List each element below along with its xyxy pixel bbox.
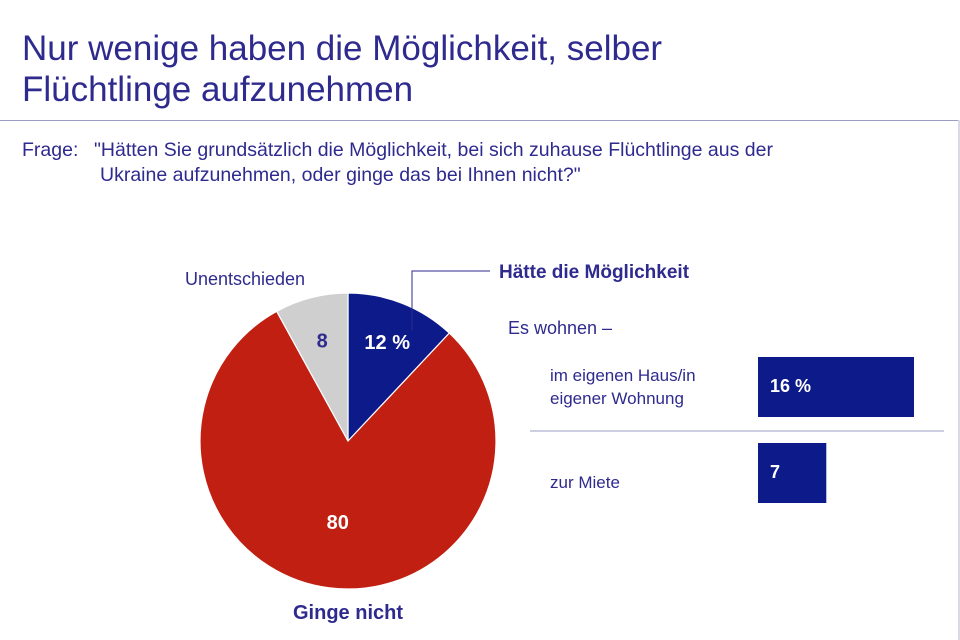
title-divider [0, 120, 958, 121]
bar-value-label-0: 16 % [770, 376, 811, 396]
bar-1 [758, 443, 827, 503]
pie-value-label-ginge-nicht: 80 [327, 512, 349, 534]
bar-category-label-1-0: zur Miete [550, 473, 620, 492]
bar-category-label-0-0: im eigenen Haus/in [550, 366, 696, 385]
pie-slice-h-tte-die-m-glichkeit [347, 292, 451, 443]
pie-leader-line-blue [411, 270, 490, 331]
pie-label-haette: Hätte die Möglichkeit [499, 262, 690, 283]
pie-value-label-h-tte-die-m-glichkeit: 12 % [364, 332, 410, 354]
pie-slice-ginge-nicht [199, 310, 497, 590]
pie-label-unentschieden: Unentschieden [185, 269, 305, 289]
bar-category-label-0-1: eigener Wohnung [550, 389, 684, 408]
pie-value-label-unentschieden: 8 [317, 331, 328, 353]
frame-edge [958, 120, 960, 640]
question-line-1: "Hätten Sie grundsätzlich die Möglichkei… [94, 139, 773, 161]
title-line-1: Nur wenige haben die Möglichkeit, selber [22, 29, 663, 68]
title-line-2: Flüchtlinge aufzunehmen [22, 70, 414, 109]
bar-chart-title: Es wohnen – [508, 318, 612, 338]
bar-0 [758, 357, 914, 417]
question-prefix: Frage: [22, 139, 79, 161]
question-line-2: Ukraine aufzunehmen, oder ginge das bei … [100, 164, 581, 186]
pie-label-ginge-nicht: Ginge nicht [293, 602, 403, 624]
bar-value-label-1: 7 [770, 462, 780, 482]
pie-slice-unentschieden [275, 292, 349, 442]
chart-title: Nur wenige haben die Möglichkeit, selber… [22, 28, 922, 110]
